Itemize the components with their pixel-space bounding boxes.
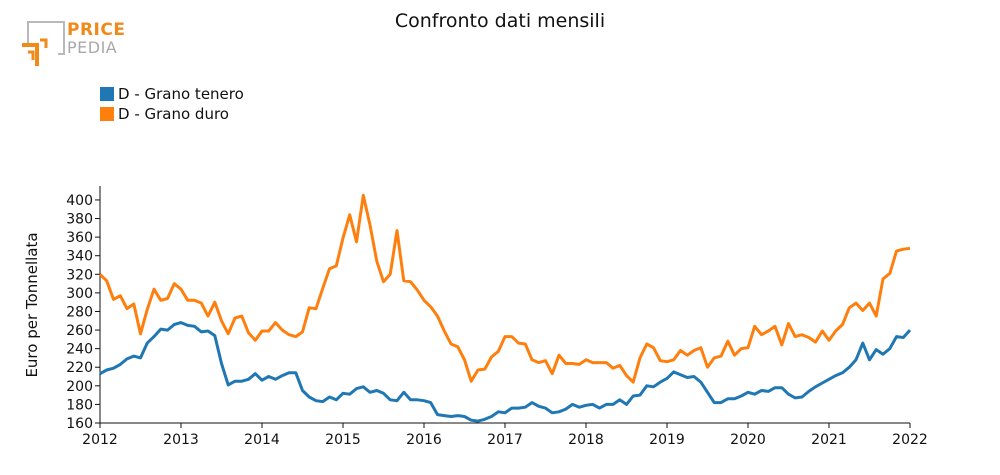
x-tick-label: 2020 bbox=[730, 432, 766, 448]
legend-item-grano-duro[interactable]: D - Grano duro bbox=[100, 104, 244, 124]
x-tick-label: 2016 bbox=[406, 432, 442, 448]
y-tick-label: 300 bbox=[66, 286, 93, 302]
logo-text-price: PRICE bbox=[67, 20, 126, 40]
chart-legend: D - Grano tenero D - Grano duro bbox=[100, 84, 244, 124]
x-tick-label: 2017 bbox=[487, 432, 523, 448]
legend-label-grano-tenero: D - Grano tenero bbox=[118, 85, 244, 103]
y-tick-label: 380 bbox=[66, 212, 93, 228]
x-tick-label: 2018 bbox=[568, 432, 604, 448]
x-tick-label: 2015 bbox=[325, 432, 361, 448]
x-tick-label: 2019 bbox=[649, 432, 685, 448]
y-tick-label: 200 bbox=[66, 379, 93, 395]
chart-axes: 160 180 200 220 240 260 280 300 320 340 360 380 400 2… bbox=[66, 186, 928, 448]
y-tick-label: 260 bbox=[66, 323, 93, 339]
x-tick-label: 2022 bbox=[892, 432, 928, 448]
y-tick-label: 220 bbox=[66, 360, 93, 376]
series-line-grano-duro bbox=[98, 193, 911, 384]
y-tick-label: 280 bbox=[66, 304, 93, 320]
series-line-grano-tenero bbox=[99, 321, 912, 423]
y-tick-label: 400 bbox=[66, 193, 93, 209]
y-tick-label: 180 bbox=[66, 397, 93, 413]
legend-label-grano-duro: D - Grano duro bbox=[118, 105, 229, 123]
legend-swatch-grano-duro bbox=[100, 107, 114, 121]
x-tick-label: 2014 bbox=[244, 432, 280, 448]
x-tick-label: 2012 bbox=[82, 432, 118, 448]
y-tick-label: 160 bbox=[66, 416, 93, 432]
y-axis-title: Euro per Tonnellata bbox=[23, 232, 41, 377]
y-tick-label: 340 bbox=[66, 249, 93, 265]
chart-title: Confronto dati mensili bbox=[394, 10, 606, 32]
legend-swatch-grano-tenero bbox=[100, 87, 114, 101]
x-tick-label: 2013 bbox=[163, 432, 199, 448]
y-tick-label: 320 bbox=[66, 267, 93, 283]
chart-series bbox=[98, 193, 912, 423]
logo-text-pedia: PEDIA bbox=[67, 38, 118, 57]
x-tick-label: 2021 bbox=[811, 432, 847, 448]
y-tick-label: 240 bbox=[66, 342, 93, 358]
y-tick-label: 360 bbox=[66, 230, 93, 246]
legend-item-grano-tenero[interactable]: D - Grano tenero bbox=[100, 84, 244, 104]
pricepedia-logo bbox=[22, 21, 65, 66]
